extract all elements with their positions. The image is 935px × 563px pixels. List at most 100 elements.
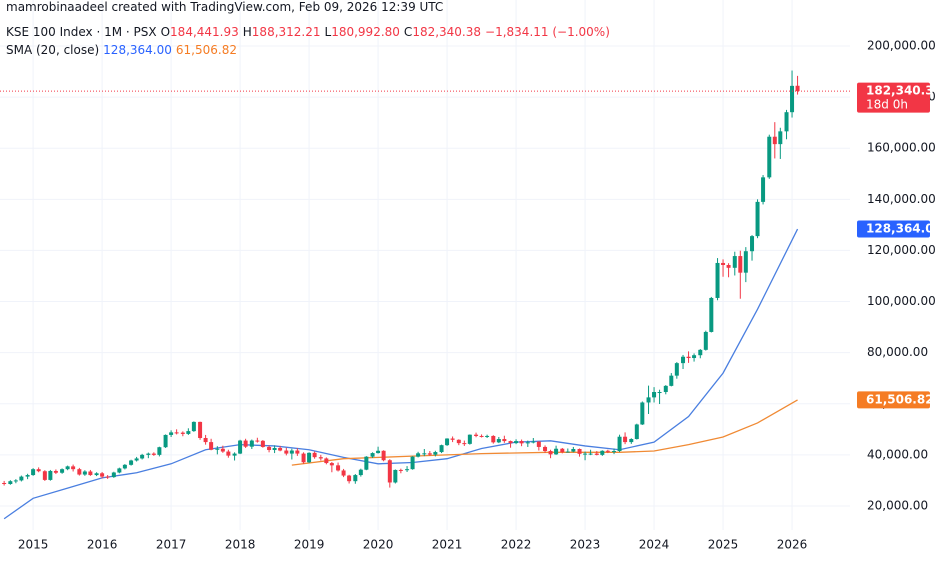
candle-body (657, 392, 662, 394)
price-tag-sub: 18d 0h (866, 98, 908, 112)
y-tick-label: 120,000.00 (867, 243, 935, 257)
low: 180,992.80 (331, 25, 400, 39)
candle-body (703, 331, 708, 350)
candle-body (364, 456, 369, 470)
candle-body (260, 440, 265, 447)
candle-body (462, 443, 467, 445)
candle-body (82, 471, 87, 475)
candle-body (646, 397, 651, 403)
x-tick-label: 2017 (156, 538, 187, 552)
candle-body (790, 85, 795, 113)
x-tick-label: 2025 (708, 538, 739, 552)
y-tick-label: 20,000.00 (867, 498, 928, 512)
close-label: C (403, 25, 413, 39)
candle-body (612, 451, 617, 453)
candle-body (307, 452, 312, 463)
candle-body (416, 453, 421, 457)
candle-body (387, 460, 392, 483)
x-tick-label: 2021 (432, 538, 463, 552)
x-tick-label: 2015 (18, 538, 49, 552)
x-tick-label: 2022 (501, 538, 532, 552)
candle-body (238, 440, 243, 454)
candle-body (433, 452, 438, 455)
price-tag-label: 61,506.82 (866, 392, 934, 406)
candle-body (761, 177, 766, 202)
credit: mamrobinaadeel created with TradingView.… (6, 0, 444, 14)
candle-body (186, 431, 191, 434)
y-tick-label: 80,000.00 (867, 345, 928, 359)
sma-line (291, 399, 798, 466)
candle-body (42, 471, 47, 480)
candle-body (767, 136, 772, 178)
symbol: KSE 100 Index · 1M · PSX (6, 25, 157, 39)
candle-body (686, 356, 691, 359)
candle-body (19, 476, 24, 481)
y-tick-label: 140,000.00 (867, 192, 935, 206)
candle-body (301, 453, 306, 463)
candle-body (324, 458, 329, 464)
candle-body (169, 432, 174, 435)
candle-body (77, 469, 82, 475)
candle-body (117, 468, 122, 473)
candle-body (577, 448, 582, 454)
candle-body (53, 470, 58, 473)
candle-body (405, 469, 410, 471)
candle-body (427, 453, 432, 455)
candle-body (617, 436, 622, 452)
candle-body (71, 466, 76, 470)
candle-body (226, 451, 231, 456)
y-tick-label: 100,000.00 (867, 294, 935, 308)
x-tick-label: 2026 (777, 538, 808, 552)
candle-body (755, 201, 760, 237)
candle-body (634, 424, 639, 440)
x-tick-label: 2023 (570, 538, 601, 552)
candle-body (122, 464, 127, 469)
candle-body (491, 435, 496, 443)
price-tag (857, 82, 930, 113)
indicator-value: 128,364.00 (103, 43, 172, 57)
candle-body (479, 435, 484, 437)
candle-body (543, 446, 548, 452)
candle-body (474, 434, 479, 436)
candle-body (640, 402, 645, 425)
candle-body (715, 262, 720, 298)
candle-body (2, 482, 7, 485)
x-tick-label: 2018 (225, 538, 256, 552)
indicator: SMA (20, close) (6, 43, 100, 57)
candle-body (284, 450, 289, 454)
candle-body (531, 441, 536, 443)
x-tick-label: 2020 (363, 538, 394, 552)
candle-body (232, 453, 237, 456)
candle-body (772, 136, 777, 145)
candle-body (100, 473, 105, 477)
x-tick-label: 2024 (639, 538, 670, 552)
sma-line (3, 228, 799, 520)
candle-body (60, 469, 65, 473)
candle-body (502, 439, 507, 442)
candle-body (560, 448, 565, 453)
candle-body (721, 262, 726, 265)
candle-body (336, 465, 341, 471)
candle-body (94, 473, 99, 476)
candle-body (743, 251, 748, 273)
candle-body (422, 453, 427, 455)
high: 188,312.21 (251, 25, 321, 39)
candle-body (129, 460, 134, 465)
candle-body (698, 349, 703, 356)
candle-body (255, 440, 260, 442)
candle-body (329, 463, 334, 466)
candle-body (525, 442, 530, 444)
candle-body (709, 297, 714, 332)
candle-body (467, 434, 472, 444)
candle-body (485, 435, 490, 437)
candle-body (376, 450, 381, 454)
candle-body (31, 469, 36, 476)
candle-body (215, 448, 220, 450)
candle-body (514, 441, 519, 444)
candle-body (65, 466, 70, 470)
candle-body (36, 469, 41, 472)
candle-body (565, 451, 570, 453)
candle-body (594, 453, 599, 455)
candle-body (191, 421, 196, 432)
